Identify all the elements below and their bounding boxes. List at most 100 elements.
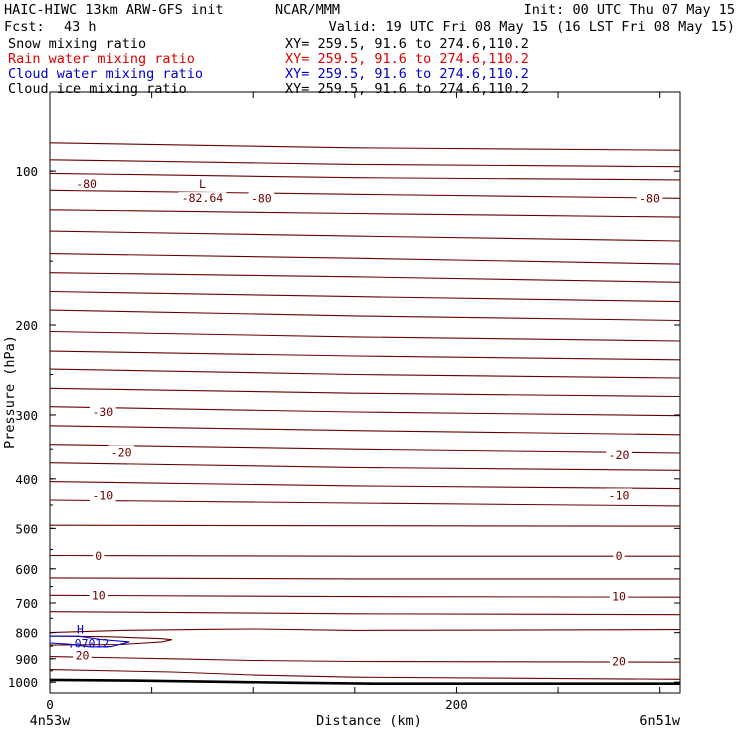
isotherm-line <box>49 444 681 454</box>
field-name: Cloud water mixing ratio <box>8 66 203 82</box>
contour-label-bg <box>609 589 629 603</box>
contour-label: 20 <box>76 649 90 663</box>
contour-label: -10 <box>609 488 630 502</box>
minimum-value-bg <box>178 192 227 205</box>
forecast-label: Fcst: <box>4 19 45 35</box>
isotherm-line <box>49 230 681 242</box>
isotherm-line <box>49 350 681 361</box>
contour-label: 0 <box>616 549 623 563</box>
isotherm-line <box>49 524 681 527</box>
y-tick-label: 300 <box>15 408 38 423</box>
field-xy-range: XY= 259.5, 91.6 to 274.6,110.2 <box>285 36 529 52</box>
isotherm-line <box>49 387 681 398</box>
contour-labels: -80 -80 -80 -30 -20 -20 -10 -10 0 0 10 10 20 20 L-82.6… <box>73 177 663 669</box>
isotherm-line <box>49 481 681 490</box>
isotherm-line <box>49 656 681 663</box>
isotherm-line <box>49 462 681 471</box>
contour-label-bg <box>90 488 116 502</box>
y-tick-label: 100 <box>15 164 38 179</box>
isotherm-line <box>49 142 681 151</box>
y-tick-label: 600 <box>15 562 38 577</box>
y-tick-label: 1000 <box>8 675 38 690</box>
x-tick-label: 200 <box>445 697 468 712</box>
contour-label: -20 <box>111 445 132 459</box>
cloud-water-contours: H.07012 <box>49 623 130 651</box>
surface-pressure-line <box>49 678 680 685</box>
y-tick-label: 800 <box>15 626 38 641</box>
isotherm-line <box>49 577 680 580</box>
isotherm-line <box>49 330 681 342</box>
contour-label: 10 <box>612 589 626 603</box>
contour-label-bg <box>108 445 134 459</box>
contour-label-bg <box>248 191 275 205</box>
contour-label: 10 <box>92 589 106 603</box>
forecast-hours: 43 h <box>64 19 97 35</box>
contour-label-bg <box>89 588 108 602</box>
isotherm-line <box>49 209 681 218</box>
isotherm-line <box>49 309 681 322</box>
contour-label: -10 <box>92 488 113 502</box>
contour-label-bg <box>606 447 632 461</box>
contour-label-bg <box>90 404 116 418</box>
field-xy-range: XY= 259.5, 91.6 to 274.6,110.2 <box>285 66 529 82</box>
isotherm-line <box>49 628 681 634</box>
field-name: Snow mixing ratio <box>8 36 146 52</box>
isotherm-line <box>49 554 680 557</box>
contour-label-bg <box>636 191 663 205</box>
left-endpoint-label: 4n53w <box>30 713 72 729</box>
y-tick-label: 700 <box>15 596 38 611</box>
y-axis-label: Pressure (hPa) <box>2 335 18 449</box>
isotherm-line <box>49 611 681 616</box>
cloud-water-contour <box>49 635 130 648</box>
terrain-surface <box>49 678 680 685</box>
isotherm-line <box>49 669 681 680</box>
isotherm-line <box>49 253 681 265</box>
right-endpoint-label: 6n51w <box>639 713 681 729</box>
temperature-contours <box>49 142 681 680</box>
contour-label: 0 <box>95 549 102 563</box>
y-tick-label: 900 <box>15 652 38 667</box>
cloud-water-max-letter: H <box>77 623 84 637</box>
y-tick-label: 200 <box>15 318 38 333</box>
field-name: Cloud ice mixing ratio <box>8 81 187 97</box>
isotherm-line <box>49 172 681 181</box>
isotherm-line <box>49 189 681 199</box>
init-time: Init: 00 UTC Thu 07 May 15 <box>524 2 735 18</box>
isotherm-line <box>49 272 681 283</box>
field-legend: Snow mixing ratio XY= 259.5, 91.6 to 274.… <box>8 36 529 97</box>
contour-label: -30 <box>92 405 113 419</box>
minimum-letter: L <box>199 177 206 191</box>
field-xy-range: XY= 259.5, 91.6 to 274.6,110.2 <box>285 51 529 67</box>
y-tick-label: 500 <box>15 521 38 536</box>
contour-label: 20 <box>612 655 626 669</box>
model-title: HAIC-HIWC 13km ARW-GFS init <box>4 2 223 18</box>
header: HAIC-HIWC 13km ARW-GFS init NCAR/MMM Ini… <box>4 2 735 35</box>
contour-label-bg <box>613 548 625 562</box>
contour-label-bg <box>93 548 105 562</box>
contour-label-bg <box>73 177 100 191</box>
plot-frame <box>49 91 681 694</box>
x-axis-label: Distance (km) <box>316 713 422 729</box>
organization-label: NCAR/MMM <box>275 2 340 18</box>
cloud-water-max-value: .07012 <box>68 637 110 651</box>
valid-time: Valid: 19 UTC Fri 08 May 15 (16 LST Fri … <box>329 19 735 35</box>
minimum-value: -82.64 <box>182 191 224 205</box>
contour-label-bg <box>606 488 632 502</box>
isotherm-line <box>49 290 681 303</box>
contour-label-bg <box>609 654 629 668</box>
contour-label-bg <box>73 648 92 662</box>
isotherm-line <box>49 499 681 507</box>
isotherm-line <box>49 594 681 598</box>
isotherm-line <box>49 368 681 379</box>
isotherm-line <box>49 406 681 417</box>
x-tick-label: 0 <box>46 697 54 712</box>
field-name: Rain water mixing ratio <box>8 51 195 67</box>
contour-label: -80 <box>251 191 272 205</box>
isotherm-line <box>49 425 681 436</box>
contour-label: -80 <box>639 191 660 205</box>
isotherm-line <box>49 159 681 168</box>
y-tick-label: 400 <box>15 472 38 487</box>
field-xy-range: XY= 259.5, 91.6 to 274.6,110.2 <box>285 81 529 97</box>
